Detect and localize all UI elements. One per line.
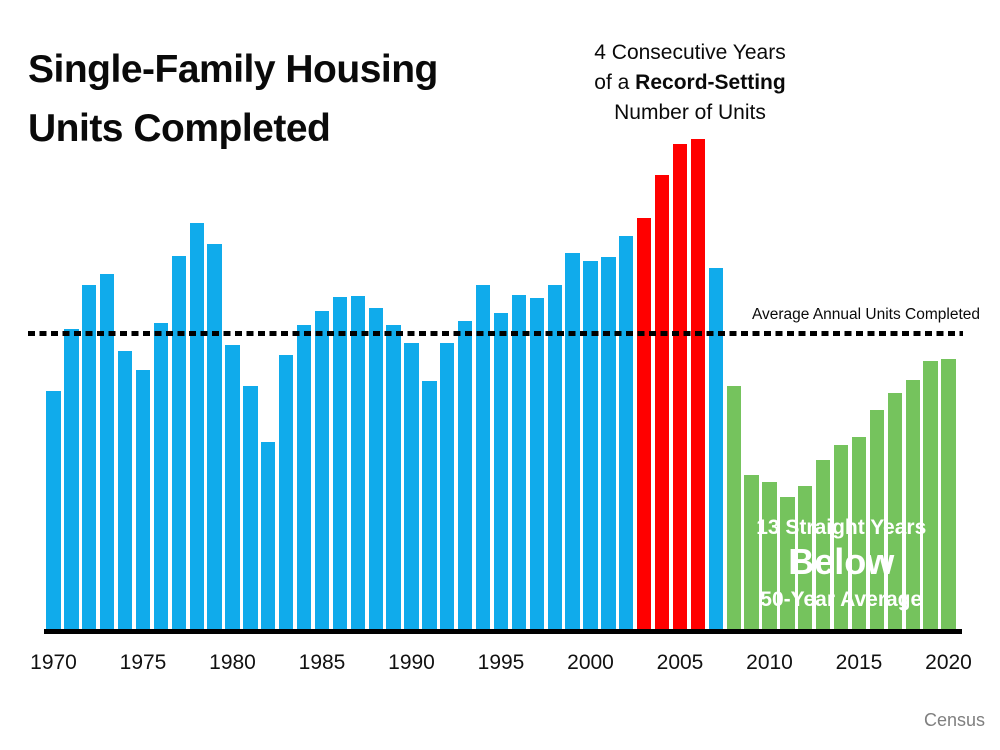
- bar-2002: [619, 236, 634, 629]
- bar-1991: [422, 380, 437, 629]
- record-annotation-line2: of a Record-Setting: [550, 68, 830, 98]
- x-axis-label-2005: 2005: [656, 651, 704, 674]
- x-axis-label-1970: 1970: [30, 651, 77, 674]
- x-axis-label-2010: 2010: [746, 651, 793, 674]
- bar-1979: [207, 243, 222, 629]
- bar-1980: [225, 345, 240, 629]
- bar-1970: [46, 391, 61, 629]
- x-axis-label-1975: 1975: [119, 651, 167, 674]
- x-axis-label-1980: 1980: [209, 651, 256, 674]
- x-axis-label-1985: 1985: [298, 651, 346, 674]
- bar-1971: [64, 328, 79, 629]
- bar-2015: [851, 437, 867, 629]
- bar-1985: [314, 311, 330, 629]
- bar-1977: [171, 256, 186, 629]
- bar-1983: [279, 355, 294, 629]
- page-title-line2: Units Completed: [28, 107, 331, 150]
- average-line-label: Average Annual Units Completed: [751, 306, 980, 323]
- callout-line3: 50-Year Average: [760, 588, 923, 611]
- record-annotation-line2-prefix: of a: [594, 71, 636, 94]
- record-annotation-line3: Number of Units: [614, 101, 766, 124]
- x-axis-label-2015: 2015: [835, 651, 883, 674]
- bar-2004: [654, 175, 670, 629]
- bar-1993: [458, 321, 473, 629]
- bar-1994: [475, 285, 491, 629]
- bar-2008: [726, 386, 741, 629]
- bar-2000: [583, 261, 598, 629]
- bar-1996: [511, 294, 527, 629]
- bar-2006: [690, 139, 706, 629]
- x-axis-label-2000: 2000: [567, 651, 614, 674]
- bar-1981: [243, 386, 258, 629]
- bar-2018: [905, 380, 920, 629]
- bar-2017: [887, 393, 902, 629]
- bar-1997: [529, 298, 544, 629]
- bar-2013: [816, 460, 831, 629]
- bar-1975: [135, 369, 151, 629]
- average-dotted-line: [28, 331, 963, 336]
- bar-1999: [565, 252, 580, 629]
- below-average-callout: 13 Straight Years Below 50-Year Average: [727, 506, 957, 620]
- bar-2003: [637, 218, 652, 629]
- callout-line2: Below: [788, 541, 895, 582]
- page-title: Single-Family Housing Units Completed: [28, 40, 508, 158]
- bar-1987: [350, 296, 365, 629]
- bar-1995: [493, 313, 509, 629]
- bar-2014: [833, 445, 849, 629]
- bar-1990: [404, 342, 419, 629]
- bar-2012: [798, 485, 813, 629]
- bar-2019: [923, 361, 938, 629]
- x-axis-label-1990: 1990: [388, 651, 435, 674]
- bar-1974: [117, 350, 133, 629]
- bar-2016: [869, 410, 885, 629]
- record-setting-annotation: 4 Consecutive Years of a Record-Setting …: [550, 38, 830, 128]
- bar-1984: [296, 325, 312, 629]
- record-annotation-line1: 4 Consecutive Years: [594, 41, 786, 64]
- bar-2020: [941, 358, 956, 629]
- bar-1998: [547, 285, 562, 629]
- source-label: Census: [923, 710, 985, 730]
- bar-1973: [100, 274, 115, 629]
- bar-1989: [386, 325, 401, 629]
- page-title-line1: Single-Family Housing: [28, 48, 438, 91]
- bar-2001: [601, 256, 616, 629]
- bar-1988: [368, 307, 383, 629]
- bar-2009: [744, 474, 759, 629]
- x-axis-line: [44, 629, 962, 634]
- bar-1982: [261, 441, 276, 629]
- bar-1976: [153, 322, 169, 629]
- bar-2011: [780, 496, 795, 629]
- bar-2007: [708, 268, 723, 629]
- bar-2010: [762, 482, 777, 629]
- bar-1992: [440, 343, 455, 629]
- x-axis-label-2020: 2020: [925, 651, 972, 674]
- bar-1972: [82, 285, 97, 629]
- bar-1978: [189, 223, 204, 629]
- record-annotation-line2-bold: Record-Setting: [635, 71, 786, 94]
- callout-line1: 13 Straight Years: [756, 516, 927, 539]
- x-axis-label-1995: 1995: [477, 651, 525, 674]
- bar-2005: [672, 144, 688, 629]
- bar-1986: [332, 297, 348, 629]
